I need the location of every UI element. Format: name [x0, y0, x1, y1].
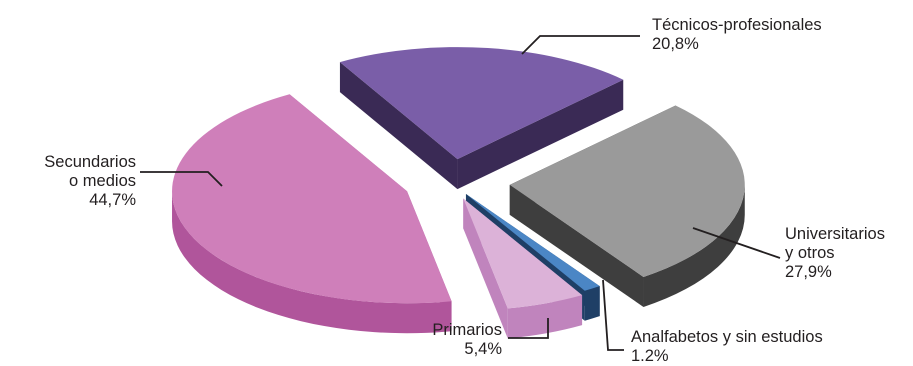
label-secundarios-value: 44,7% [89, 191, 136, 209]
label-analfabetos: Analfabetos y sin estudios 1.2% [631, 328, 823, 366]
label-primarios-value: 5,4% [464, 340, 502, 358]
leader-primarios [508, 318, 549, 339]
leader-universitarios [692, 227, 781, 259]
leader-secundarios [140, 171, 223, 187]
slice-side-tecnicos [457, 79, 624, 190]
slice-side-primarios [463, 198, 508, 339]
label-analfabetos-line1: Analfabetos y sin estudios [631, 328, 823, 346]
label-primarios: Primarios 5,4% [376, 321, 502, 359]
slice-primarios [463, 198, 583, 309]
slice-side-tecnicos [339, 62, 458, 190]
label-secundarios-line1: Secundarios [44, 153, 136, 171]
label-tecnicos: Técnicos-profesionales 20,8% [652, 16, 822, 54]
slice-tops [172, 47, 745, 309]
slice-tecnicos [339, 47, 624, 160]
label-universitarios-value: 27,9% [785, 263, 832, 281]
label-universitarios-line2: y otros [785, 244, 835, 262]
slice-secundarios [172, 94, 452, 304]
label-secundarios: Secundarios o medios 44,7% [6, 153, 136, 210]
slice-universitarios [509, 105, 745, 277]
leader-analfabetos [602, 279, 624, 351]
label-tecnicos-value: 20,8% [652, 35, 699, 53]
label-secundarios-line2: o medios [69, 172, 136, 190]
slice-side-universitarios [509, 184, 644, 307]
label-universitarios: Universitarios y otros 27,9% [785, 225, 885, 282]
label-tecnicos-line1: Técnicos-profesionales [652, 16, 822, 34]
label-primarios-line1: Primarios [432, 321, 502, 339]
label-analfabetos-value: 1.2% [631, 347, 669, 365]
leader-tecnicos [521, 35, 640, 55]
slice-side-universitarios [643, 184, 745, 307]
label-universitarios-line1: Universitarios [785, 225, 885, 243]
slice-side-secundarios [172, 191, 452, 334]
slice-analfabetos [465, 194, 600, 291]
leader-lines [140, 35, 781, 351]
